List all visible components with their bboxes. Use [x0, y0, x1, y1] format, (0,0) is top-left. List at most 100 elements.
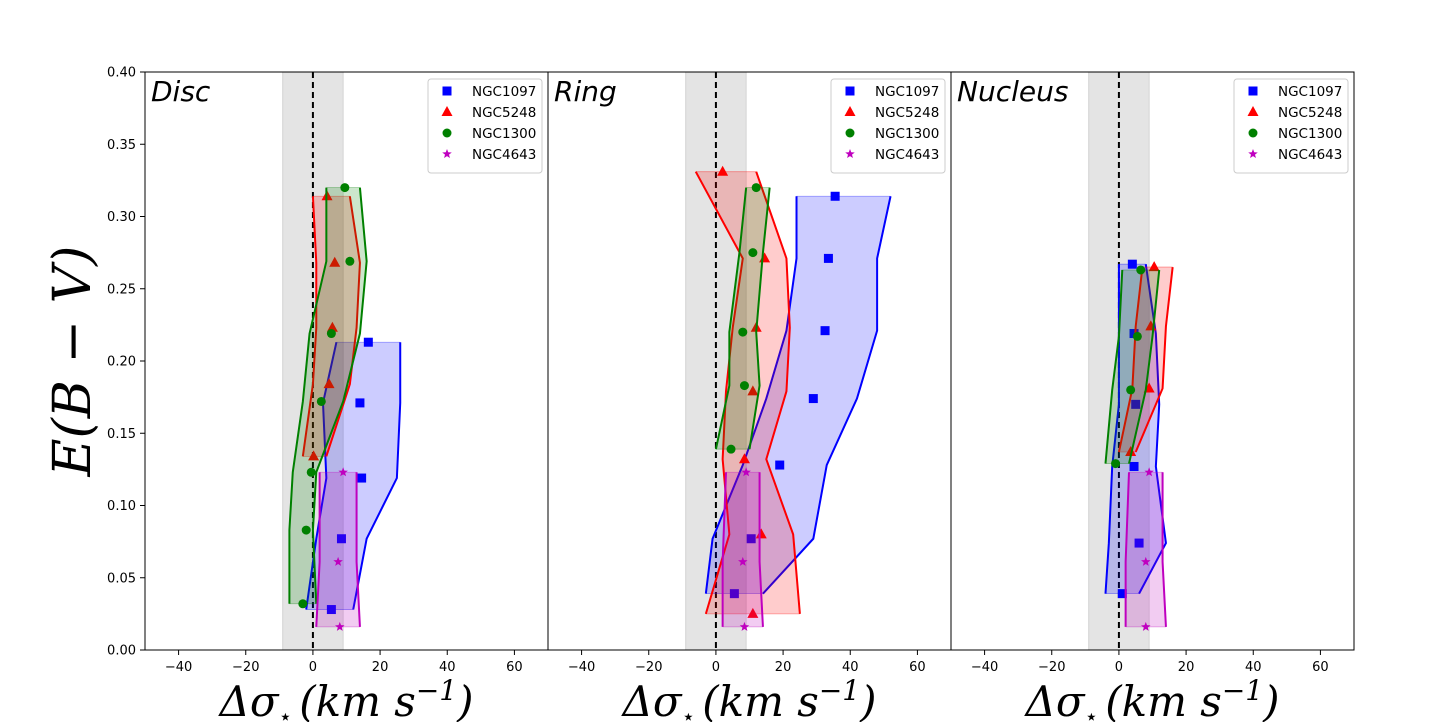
x-tick-label: 20: [775, 660, 792, 675]
x-tick-label: 60: [909, 660, 926, 675]
x-tick-label: 20: [372, 660, 389, 675]
series-band: [705, 196, 891, 594]
series-lower-line: [1117, 266, 1144, 453]
legend-box: [427, 78, 543, 174]
x-tick-label: −40: [165, 660, 192, 675]
data-point: [717, 165, 729, 176]
series-upper-line: [762, 196, 892, 595]
legend-entry: NGC4643: [1278, 147, 1342, 163]
data-point: [1141, 556, 1151, 566]
data-point: [747, 385, 759, 396]
series-ngc1097: [305, 337, 402, 615]
x-tick-label: −40: [568, 660, 595, 675]
series-band: [1105, 269, 1160, 464]
legend-marker: [845, 128, 855, 138]
series-ngc4643: [721, 467, 764, 631]
x-axis-label: Δσ⋆ (km s−1): [620, 674, 876, 722]
x-tick-label: −40: [971, 660, 998, 675]
y-tick-label: 0.00: [107, 644, 136, 659]
data-point: [1111, 459, 1121, 469]
legend-marker: [1248, 128, 1258, 138]
x-tick-label: −20: [232, 660, 259, 675]
legend-entry: NGC1300: [875, 126, 939, 142]
x-label-unit: (km s: [702, 677, 819, 722]
legend-marker: [442, 86, 452, 96]
x-tick-label: 0: [712, 660, 720, 675]
data-point: [1127, 259, 1137, 269]
data-point: [1125, 446, 1137, 457]
series-lower-line: [1104, 269, 1124, 464]
data-point: [738, 327, 748, 337]
data-point: [748, 248, 758, 258]
y-tick-label: 0.40: [107, 66, 136, 81]
legend-entry: NGC1097: [875, 84, 939, 100]
data-point: [1132, 331, 1142, 341]
y-tick-label: 0.30: [107, 210, 136, 225]
x-axis-label: Δσ⋆ (km s−1): [1023, 674, 1279, 722]
series-ngc1300: [714, 183, 771, 454]
x-label-star: ⋆: [682, 705, 703, 722]
data-point: [1129, 461, 1139, 471]
series-ngc4643: [315, 467, 361, 631]
data-point: [363, 337, 373, 347]
legend-entry: NGC4643: [875, 147, 939, 163]
x-label-close: ): [1262, 677, 1279, 722]
series-band: [722, 472, 763, 627]
x-label-star: ⋆: [1085, 705, 1106, 722]
legend-entry: NGC5248: [875, 105, 939, 121]
panel-title: Disc: [151, 75, 211, 108]
data-point: [823, 253, 833, 263]
data-point: [298, 599, 308, 609]
legend-entry: NGC5248: [472, 105, 536, 121]
series-band: [289, 187, 367, 604]
x-label-star: ⋆: [279, 705, 300, 722]
series-band: [1118, 267, 1173, 453]
data-point: [326, 329, 336, 339]
data-point: [1136, 265, 1146, 275]
legend: NGC1097 NGC5248 NGC1300 NGC4643: [1233, 78, 1349, 174]
data-point: [726, 444, 736, 454]
legend-marker: [1247, 106, 1259, 116]
data-point: [741, 467, 751, 477]
legend-marker: [1248, 149, 1258, 159]
series-upper-line: [355, 472, 361, 627]
panel-title: Ring: [554, 75, 617, 108]
x-label-close: ): [456, 677, 473, 722]
data-point: [357, 473, 367, 483]
panel-title: Nucleus: [957, 75, 1068, 108]
data-point: [1131, 399, 1141, 409]
data-point: [336, 534, 346, 544]
series-upper-line: [755, 171, 801, 614]
series-upper-line: [325, 196, 361, 457]
data-point: [808, 394, 818, 404]
x-label-exponent: −1: [819, 674, 860, 707]
series-band: [1125, 472, 1166, 627]
series-lower-line: [714, 187, 748, 450]
series-lower-line: [1124, 472, 1130, 627]
data-point: [333, 556, 343, 566]
legend-marker: [845, 86, 855, 96]
data-point: [1126, 385, 1136, 395]
y-tick-label: 0.35: [107, 138, 136, 153]
x-label-close: ): [859, 677, 876, 722]
x-label-exponent: −1: [1222, 674, 1263, 707]
data-point: [301, 525, 311, 535]
axes-frame: [950, 71, 1355, 651]
series-lower-line: [694, 171, 744, 615]
x-tick-label: 60: [1312, 660, 1329, 675]
data-point: [326, 605, 336, 615]
y-tick-label: 0.20: [107, 355, 136, 370]
data-point: [326, 321, 338, 332]
series-ngc1300: [288, 183, 368, 609]
data-point: [345, 256, 355, 266]
x-tick-label: −20: [1038, 660, 1065, 675]
series-upper-line: [758, 472, 764, 627]
x-tick-label: 20: [1178, 660, 1195, 675]
data-point: [738, 556, 748, 566]
y-tick-label: 0.05: [107, 571, 136, 586]
data-point: [755, 528, 767, 539]
legend-entry: NGC1300: [472, 126, 536, 142]
series-lower-line: [301, 196, 318, 457]
data-point: [1148, 261, 1160, 272]
x-label-unit: (km s: [299, 677, 416, 722]
